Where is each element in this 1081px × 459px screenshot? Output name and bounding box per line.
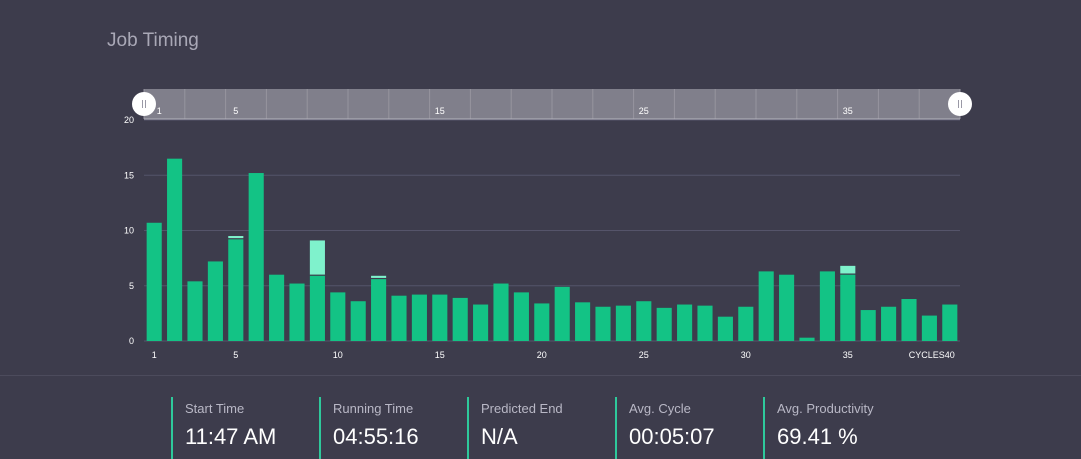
handle-knob bbox=[132, 92, 156, 116]
stat-label: Start Time bbox=[185, 401, 245, 416]
bar bbox=[860, 310, 876, 341]
bar bbox=[554, 286, 570, 341]
bar bbox=[534, 303, 550, 341]
bar bbox=[738, 306, 754, 341]
bar-segment-extra bbox=[309, 240, 325, 275]
y-tick-label: 10 bbox=[124, 226, 134, 236]
x-tick-label: 10 bbox=[333, 350, 343, 360]
bar bbox=[330, 292, 346, 341]
x-tick-label: 30 bbox=[741, 350, 751, 360]
stat-predicted-end: Predicted End N/A bbox=[467, 397, 615, 459]
bar bbox=[452, 297, 468, 341]
bar bbox=[350, 301, 366, 341]
bar bbox=[371, 279, 387, 341]
bar bbox=[309, 275, 325, 341]
navigator-tick-label: 35 bbox=[843, 106, 853, 116]
stat-label: Avg. Productivity bbox=[777, 401, 874, 416]
y-tick-label: 20 bbox=[124, 115, 134, 125]
stat-value: 69.41 % bbox=[777, 424, 858, 449]
bar bbox=[207, 261, 223, 341]
handle-knob bbox=[948, 92, 972, 116]
navigator-handle-left[interactable] bbox=[132, 92, 156, 116]
x-tick-label: 20 bbox=[537, 350, 547, 360]
bar bbox=[677, 304, 693, 341]
bar bbox=[758, 271, 774, 341]
x-tick-label: 35 bbox=[843, 350, 853, 360]
bar bbox=[840, 274, 856, 341]
bar-segment-extra bbox=[840, 265, 856, 274]
bar bbox=[269, 274, 285, 341]
bar bbox=[779, 274, 795, 341]
bar bbox=[146, 222, 162, 341]
bar bbox=[167, 158, 183, 341]
bar bbox=[228, 239, 244, 341]
bar bbox=[901, 299, 917, 341]
bar bbox=[248, 173, 264, 341]
bar bbox=[636, 301, 652, 341]
stat-value: 11:47 AM bbox=[185, 424, 277, 449]
bar bbox=[921, 315, 937, 341]
stat-value: 04:55:16 bbox=[333, 424, 419, 449]
y-tick-label: 5 bbox=[129, 281, 134, 291]
bar bbox=[697, 305, 713, 341]
navigator-tick-label: 15 bbox=[435, 106, 445, 116]
bar-segment-extra bbox=[371, 275, 387, 278]
bar bbox=[595, 306, 611, 341]
bar bbox=[717, 316, 733, 341]
bar bbox=[799, 337, 815, 341]
bar bbox=[575, 302, 591, 341]
bar bbox=[656, 307, 672, 341]
chart-title: Job Timing bbox=[107, 30, 199, 51]
stat-label: Running Time bbox=[333, 401, 414, 416]
navigator-tick-label: 25 bbox=[639, 106, 649, 116]
bar bbox=[942, 304, 958, 341]
bar bbox=[615, 305, 631, 341]
x-tick-label: 15 bbox=[435, 350, 445, 360]
chart-grid bbox=[144, 119, 960, 342]
navigator-handle-right[interactable] bbox=[948, 92, 972, 116]
bar bbox=[411, 294, 427, 341]
stat-label: Predicted End bbox=[481, 401, 563, 416]
x-tick-label: 1 bbox=[152, 350, 157, 360]
x-tick-label: 25 bbox=[639, 350, 649, 360]
bar bbox=[819, 271, 835, 341]
stats-bar: Start Time 11:47 AM Running Time 04:55:1… bbox=[171, 397, 911, 459]
stat-avg-cycle: Avg. Cycle 00:05:07 bbox=[615, 397, 763, 459]
stat-value: N/A bbox=[481, 424, 518, 449]
section-divider bbox=[0, 375, 1081, 376]
bar bbox=[187, 281, 203, 341]
bar bbox=[289, 283, 305, 341]
y-tick-label: 15 bbox=[124, 170, 134, 180]
bar bbox=[881, 306, 897, 341]
navigator-tick-label: 1 bbox=[157, 106, 162, 116]
y-tick-label: 0 bbox=[129, 336, 134, 346]
bar bbox=[493, 283, 509, 341]
bar-segment-extra bbox=[228, 236, 244, 239]
x-tick-label: 40 bbox=[945, 350, 955, 360]
navigator-tick-label: 5 bbox=[233, 106, 238, 116]
bar bbox=[432, 294, 448, 341]
stat-running-time: Running Time 04:55:16 bbox=[319, 397, 467, 459]
stat-start-time: Start Time 11:47 AM bbox=[171, 397, 319, 459]
stat-value: 00:05:07 bbox=[629, 424, 715, 449]
stat-avg-productivity: Avg. Productivity 69.41 % bbox=[763, 397, 911, 459]
range-navigator[interactable]: 1 5 15 25 35 bbox=[132, 89, 972, 120]
chart-bars bbox=[146, 158, 958, 341]
bar bbox=[391, 295, 407, 341]
bar bbox=[473, 304, 489, 341]
x-axis-label: CYCLES bbox=[909, 350, 945, 360]
x-tick-label: 5 bbox=[233, 350, 238, 360]
bar bbox=[513, 292, 529, 341]
stat-label: Avg. Cycle bbox=[629, 401, 691, 416]
